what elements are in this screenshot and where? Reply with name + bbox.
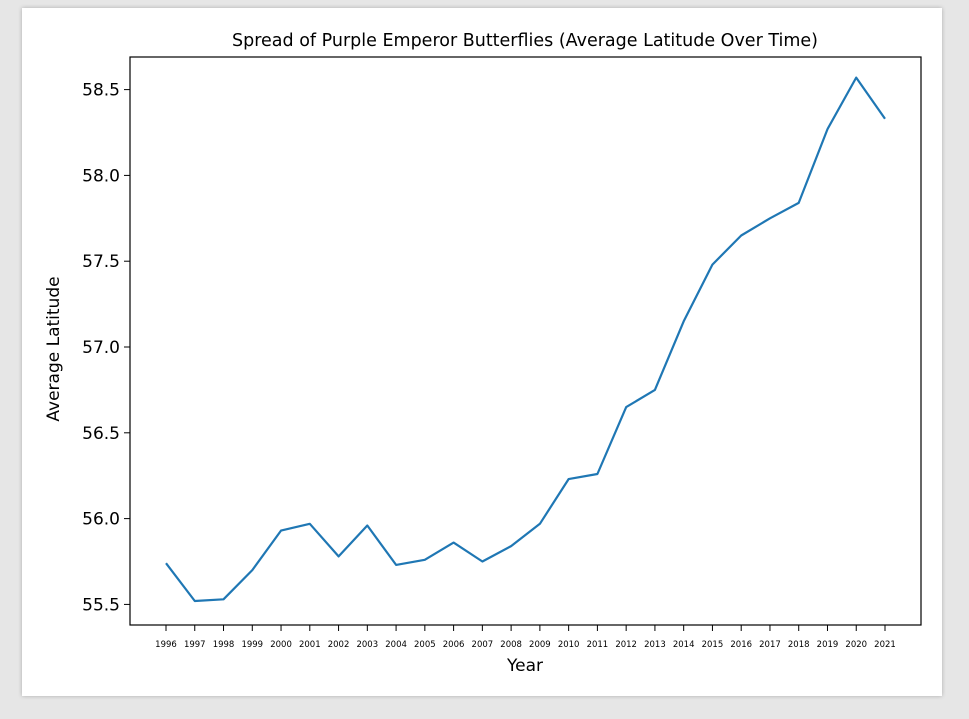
x-tick-label: 2011 <box>587 640 609 650</box>
x-tick-label: 2004 <box>385 640 407 650</box>
x-axis-label: Year <box>506 656 543 676</box>
y-tick-label: 57.5 <box>82 252 120 272</box>
x-tick-label: 2013 <box>644 640 666 650</box>
y-tick-label: 58.0 <box>82 166 120 186</box>
y-tick-label: 55.5 <box>82 595 120 615</box>
y-tick-label: 57.0 <box>82 338 120 358</box>
y-tick-label: 56.5 <box>82 424 120 444</box>
line-chart: Spread of Purple Emperor Butterflies (Av… <box>44 31 922 676</box>
x-tick-label: 2015 <box>702 640 724 650</box>
x-tick-label: 2003 <box>356 640 378 650</box>
x-tick-label: 2002 <box>328 640 350 650</box>
x-tick-label: 1998 <box>213 640 235 650</box>
chart-title: Spread of Purple Emperor Butterflies (Av… <box>232 31 818 51</box>
x-tick-label: 2000 <box>270 640 292 650</box>
x-tick-label: 2006 <box>443 640 465 650</box>
x-tick-label: 2005 <box>414 640 436 650</box>
x-tick-label: 2014 <box>673 640 695 650</box>
x-tick-label: 2007 <box>472 640 494 650</box>
y-axis-label: Average Latitude <box>44 276 64 421</box>
series-line <box>165 76 886 603</box>
x-tick-label: 2019 <box>817 640 839 650</box>
x-tick-label: 2009 <box>529 640 551 650</box>
x-tick-label: 2001 <box>299 640 321 650</box>
x-tick-label: 2018 <box>788 640 810 650</box>
x-tick-label: 2021 <box>874 640 896 650</box>
y-tick-label: 58.5 <box>82 81 120 101</box>
plot-area: 55.5 56.0 56.5 57.0 57.5 58.0 58.5 1996 1997 1998… <box>82 56 922 650</box>
chart-figure: Spread of Purple Emperor Butterflies (Av… <box>22 8 942 696</box>
x-tick-label: 1999 <box>241 640 263 650</box>
x-tick-label: 2017 <box>759 640 781 650</box>
x-tick-label: 2020 <box>845 640 867 650</box>
y-tick-label: 56.0 <box>82 510 120 530</box>
x-tick-label: 2010 <box>558 640 580 650</box>
x-tick-label: 1997 <box>184 640 206 650</box>
x-tick-label: 2012 <box>615 640 637 650</box>
x-tick-label: 2016 <box>730 640 752 650</box>
x-tick-label: 2008 <box>500 640 522 650</box>
plot-frame <box>129 56 922 626</box>
x-tick-label: 1996 <box>155 640 177 650</box>
